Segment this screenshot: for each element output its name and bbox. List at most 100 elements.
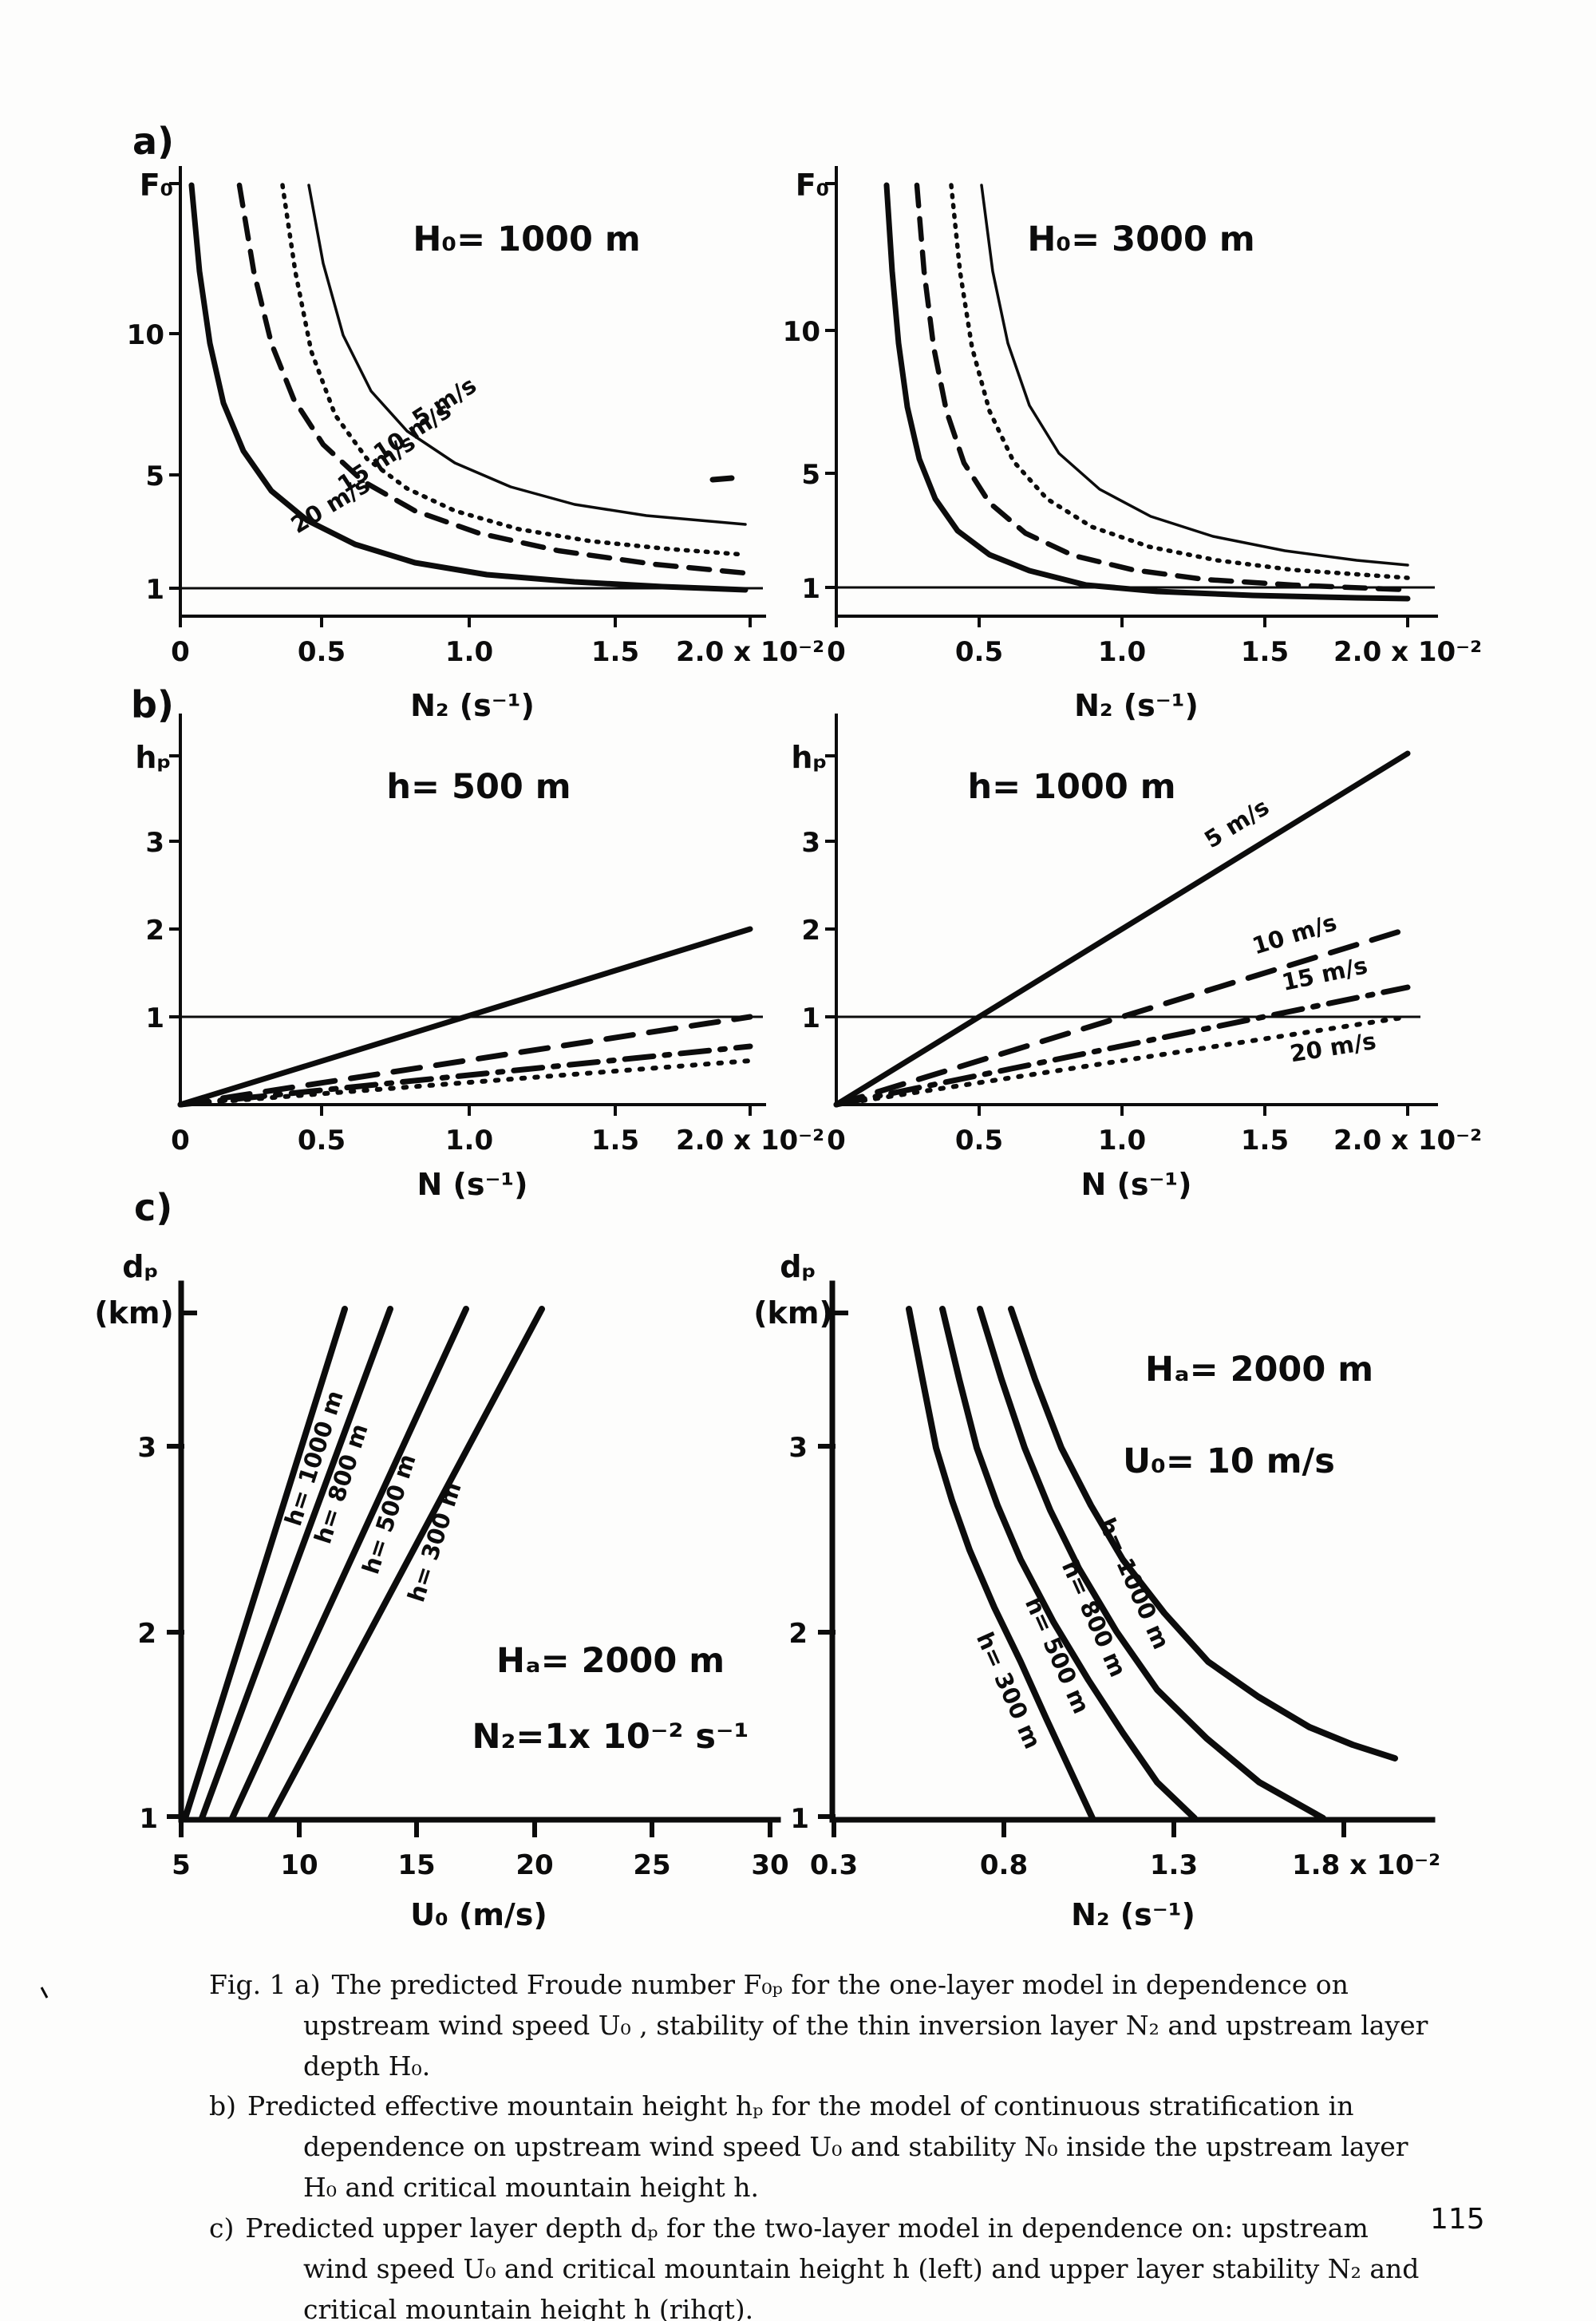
line-5ms: [833, 750, 1411, 1108]
y-tick-label: 2: [137, 1618, 156, 1650]
x-tick-label: 1.5: [591, 636, 639, 668]
curve-20ms: [883, 182, 1411, 602]
caption-marker: b): [209, 2090, 236, 2122]
y-tick-label: 10: [127, 319, 164, 351]
y-tick-label: 3: [137, 1432, 156, 1464]
y-axis-label: dₚ: [780, 1249, 816, 1284]
x-tick-label: 0: [171, 636, 190, 668]
x-ticks: [832, 1820, 1346, 1837]
y-ticks: [825, 754, 838, 1018]
caption-item-a: Fig. 1 a) The predicted Froude number F₀ₚ…: [209, 1965, 1430, 2086]
x-tick-label: 1.5: [1241, 636, 1289, 668]
y-ticks: [825, 182, 838, 589]
y-tick-label: 1: [145, 1002, 164, 1034]
line-h1000: [182, 1306, 348, 1821]
curve-10ms: [280, 183, 748, 557]
x-axis-label: N₂ (s⁻¹): [1071, 1897, 1195, 1932]
plot-a-right: F₀ 10 5 1 0 0.5 1.0 1.5 2.0 x 10⁻² N₂ (s…: [783, 166, 1482, 723]
x-tick-label: 0.5: [955, 1125, 1003, 1157]
curve-label-15ms: 15 m/s: [1279, 951, 1369, 996]
plot-b-left: hₚ 3 2 1 0 0.5 1.0 1.5 2.0 x 10⁻² N (s⁻¹…: [135, 714, 824, 1202]
y-axis-label: hₚ: [135, 740, 171, 775]
x-tick-label: 25: [633, 1849, 670, 1881]
caption-marker: c): [209, 2212, 235, 2244]
x-axis-label: N₂ (s⁻¹): [1074, 688, 1199, 723]
line-10ms: [177, 1014, 753, 1108]
x-tick-label: 1.0: [1098, 636, 1146, 668]
x-tick-label: 1.5: [1241, 1125, 1289, 1157]
x-ticks: [179, 1820, 772, 1837]
x-ticks: [179, 616, 752, 627]
annotation-ha: Hₐ= 2000 m: [496, 1641, 725, 1681]
x-tick-label: 0.5: [298, 1125, 346, 1157]
line-20ms: [834, 1014, 1410, 1107]
x-tick-label: 2.0 x 10⁻²: [1333, 636, 1482, 668]
y-tick-label: 2: [801, 915, 820, 947]
y-tick-label: 1: [790, 1803, 809, 1835]
plot-title: H₀= 3000 m: [1027, 219, 1254, 259]
plot-c-left: dₚ (km) 3 2 1 5 10 15 20 25 30 U₀ (m/s) …: [94, 1249, 788, 1932]
line-h800: [199, 1306, 393, 1821]
panel-label-a: a): [132, 120, 175, 163]
y-tick-label: 1: [801, 1002, 820, 1034]
y-tick-label: 5: [801, 459, 820, 491]
y-ticks: [169, 182, 182, 590]
x-tick-label: 0: [171, 1125, 190, 1157]
panel-label-b: b): [131, 683, 174, 726]
figure-caption: Fig. 1 a) The predicted Froude number F₀ₚ…: [209, 1965, 1430, 2321]
x-tick-label: 10: [280, 1849, 318, 1881]
x-axis-label: N (s⁻¹): [417, 1167, 527, 1202]
y-tick-label: 10: [783, 316, 820, 348]
x-tick-label: 15: [397, 1849, 435, 1881]
annotation-n2: N₂=1x 10⁻² s⁻¹: [472, 1717, 749, 1757]
x-tick-label: 2.0 x 10⁻²: [1333, 1125, 1482, 1157]
curve-label-20ms: 20 m/s: [1288, 1027, 1378, 1068]
x-ticks: [835, 616, 1409, 627]
curve-h1000: [1008, 1306, 1398, 1762]
line-20ms: [178, 1058, 753, 1107]
curve-10ms: [949, 183, 1410, 580]
curve-5ms: [980, 184, 1409, 567]
y-axis-label: F₀: [796, 168, 830, 203]
y-axis-label: hₚ: [791, 740, 827, 775]
x-tick-label: 1.8 x 10⁻²: [1292, 1849, 1440, 1881]
y-tick-label: 1: [139, 1803, 158, 1835]
y-ticks: [169, 754, 182, 1018]
curve-20ms: [188, 182, 749, 593]
y-axis-units: (km): [753, 1295, 833, 1331]
curve-label-10ms: 10 m/s: [1249, 908, 1340, 959]
curve-label-20ms: 20 m/s: [286, 471, 375, 539]
y-tick-label: 3: [145, 827, 164, 859]
x-tick-label: 1.0: [445, 1125, 493, 1157]
plot-c-right: dₚ (km) 3 2 1 0.3 0.8 1.3 1.8 x 10⁻² N₂ …: [753, 1249, 1440, 1932]
y-tick-label: 3: [788, 1432, 808, 1464]
x-tick-label: 30: [751, 1849, 788, 1881]
caption-text: The predicted Froude number F₀ₚ for the …: [303, 1969, 1428, 2082]
curve-h500: [939, 1306, 1198, 1821]
line-5ms: [177, 926, 753, 1108]
stray-dash-mark: [709, 475, 735, 483]
curve-h300: [906, 1306, 1096, 1821]
caption-item-c: c) Predicted upper layer depth dₚ for the…: [209, 2208, 1430, 2321]
y-axis-units: (km): [94, 1295, 174, 1331]
y-ticks: [167, 1311, 197, 1819]
line-10ms: [833, 926, 1411, 1108]
caption-marker: Fig. 1 a): [209, 1969, 321, 2000]
caption-text: Predicted upper layer depth dₚ for the t…: [245, 2212, 1420, 2321]
x-tick-label: 0.5: [298, 636, 346, 668]
x-tick-label: 2.0 x 10⁻²: [676, 636, 824, 668]
y-tick-label: 2: [145, 915, 164, 947]
line-h500: [229, 1306, 469, 1821]
x-tick-label: 0.5: [955, 636, 1003, 668]
y-tick-label: 2: [788, 1618, 808, 1650]
x-tick-label: 20: [516, 1849, 553, 1881]
x-tick-label: 0.8: [980, 1849, 1028, 1881]
plot-title: h= 1000 m: [967, 767, 1175, 807]
annotation-u0: U₀= 10 m/s: [1123, 1441, 1335, 1481]
stray-ink-speck: [40, 1987, 49, 1999]
x-tick-label: 0: [827, 1125, 846, 1157]
x-tick-label: 1.0: [445, 636, 493, 668]
plot-b-right: hₚ 3 2 1 0 0.5 1.0 1.5 2.0 x 10⁻² N (s⁻¹…: [791, 714, 1482, 1202]
caption-item-b: b) Predicted effective mountain height hₚ…: [209, 2086, 1430, 2208]
